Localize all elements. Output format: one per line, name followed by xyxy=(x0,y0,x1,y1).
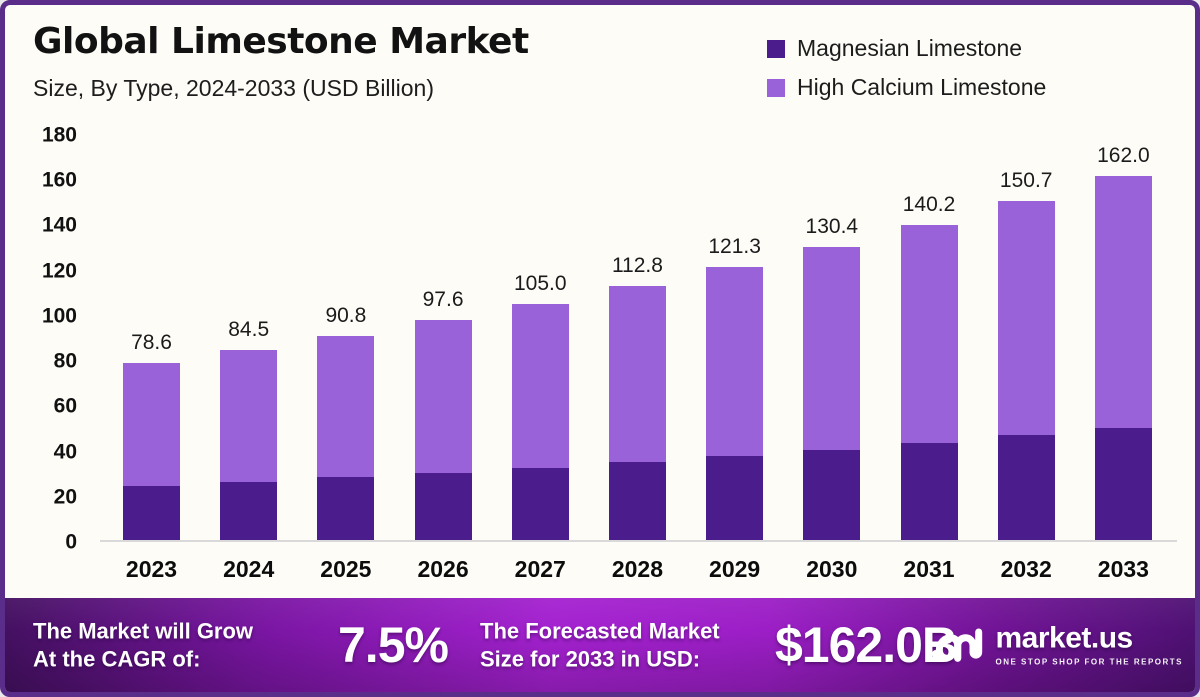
bar-total-label: 97.6 xyxy=(422,288,464,312)
bar-segment-magnesian-limestone xyxy=(900,442,958,540)
bar-segment-high-calcium-limestone xyxy=(1094,175,1152,428)
bar-group: 162.0 2033 xyxy=(1094,135,1152,582)
legend-swatch-icon xyxy=(767,78,785,97)
bar-group: 140.2 2031 xyxy=(900,135,958,582)
marketus-logo: market.us ONE STOP SHOP FOR THE REPORTS xyxy=(931,621,1183,670)
x-axis-category-label: 2031 xyxy=(903,556,955,582)
bar-segment-high-calcium-limestone xyxy=(220,349,278,482)
x-axis-category-label: 2027 xyxy=(514,556,566,582)
bar-group: 97.6 2026 xyxy=(414,135,472,582)
y-axis-tick-label: 120 xyxy=(41,259,77,283)
bar-total-label: 150.7 xyxy=(999,168,1053,192)
x-axis-category-label: 2025 xyxy=(320,556,372,582)
marketus-logo-icon xyxy=(931,621,987,670)
cagr-label-line1: The Market will Grow xyxy=(33,618,254,644)
footer-banner: The Market will Grow At the CAGR of: 7.5… xyxy=(5,598,1195,692)
forecast-label: The Forecasted Market Size for 2033 in U… xyxy=(480,618,720,673)
y-axis-tick-label: 20 xyxy=(53,485,77,509)
bar-group: 90.8 2025 xyxy=(317,135,375,582)
bar-segment-magnesian-limestone xyxy=(997,435,1055,540)
y-axis-tick-label: 40 xyxy=(53,440,77,464)
bar-total-label: 90.8 xyxy=(325,303,367,327)
bar-total-label: 140.2 xyxy=(902,192,956,216)
y-axis-tick-label: 60 xyxy=(53,394,77,418)
bar-total-label: 162.0 xyxy=(1097,143,1150,167)
legend: Magnesian Limestone High Calcium Limeston… xyxy=(767,35,1046,101)
plot-area: 78.6 2023 84.5 2024 90.8 2025 97.6 2026 105.0 202… xyxy=(100,135,1177,582)
bar-total-label: 121.3 xyxy=(708,235,761,259)
x-axis-category-label: 2024 xyxy=(223,556,275,582)
x-axis-category-label: 2028 xyxy=(611,556,664,582)
bar-segment-high-calcium-limestone xyxy=(608,286,666,463)
cagr-label-line2: At the CAGR of: xyxy=(33,646,201,671)
bar-segment-high-calcium-limestone xyxy=(900,224,958,443)
y-axis-tick-label: 160 xyxy=(41,168,77,192)
bar-segment-magnesian-limestone xyxy=(414,472,472,540)
x-axis-category-label: 2033 xyxy=(1097,556,1149,582)
bar-segment-magnesian-limestone xyxy=(608,462,666,540)
y-axis-tick-label: 180 xyxy=(41,123,77,147)
x-axis-category-label: 2032 xyxy=(1000,556,1052,582)
marketus-logo-text: market.us xyxy=(995,621,1133,655)
legend-item-label: Magnesian Limestone xyxy=(797,35,1023,61)
forecast-label-line1: The Forecasted Market xyxy=(480,618,720,644)
y-axis: 0 20 40 60 80 100 120 140 160 180 xyxy=(5,125,77,553)
bar-total-label: 84.5 xyxy=(228,317,270,341)
bar-total-label: 130.4 xyxy=(805,214,859,238)
bar-segment-magnesian-limestone xyxy=(317,477,375,540)
bar-group: 130.4 2030 xyxy=(803,135,861,582)
forecast-value: $162.0B xyxy=(775,617,958,673)
x-axis-category-label: 2030 xyxy=(806,556,858,582)
bar-segment-magnesian-limestone xyxy=(706,456,764,540)
bar-group: 84.5 2024 xyxy=(220,135,278,582)
x-axis-category-label: 2029 xyxy=(709,556,761,582)
y-axis-tick-label: 0 xyxy=(65,530,77,554)
bar-segment-magnesian-limestone xyxy=(803,450,861,540)
legend-item-2: High Calcium Limestone xyxy=(767,74,1046,101)
bar-segment-magnesian-limestone xyxy=(220,481,278,540)
legend-swatch-icon xyxy=(767,39,785,58)
bar-group: 121.3 2029 xyxy=(706,135,764,582)
y-axis-tick-label: 140 xyxy=(41,213,77,237)
bar-segment-high-calcium-limestone xyxy=(317,335,375,478)
legend-item-1: Magnesian Limestone xyxy=(767,35,1046,62)
page-subtitle: Size, By Type, 2024-2033 (USD Billion) xyxy=(33,75,434,101)
forecast-label-line2: Size for 2033 in USD: xyxy=(480,646,701,671)
cagr-value: 7.5% xyxy=(338,617,449,673)
bar-segment-magnesian-limestone xyxy=(511,467,569,540)
bar-segment-high-calcium-limestone xyxy=(511,303,569,468)
bar-group: 112.8 2028 xyxy=(608,135,666,582)
marketus-logo-tagline: ONE STOP SHOP FOR THE REPORTS xyxy=(995,657,1183,667)
page-title: Global Limestone Market xyxy=(33,21,529,62)
bar-segment-high-calcium-limestone xyxy=(123,363,180,486)
legend-item-label: High Calcium Limestone xyxy=(797,74,1047,100)
y-axis-tick-label: 100 xyxy=(41,304,77,328)
bar-segment-magnesian-limestone xyxy=(123,486,180,540)
bar-group: 150.7 2032 xyxy=(997,135,1055,582)
bar-segment-high-calcium-limestone xyxy=(414,320,472,473)
cagr-label: The Market will Grow At the CAGR of: xyxy=(33,618,253,673)
bar-total-label: 112.8 xyxy=(611,254,663,278)
bar-total-label: 105.0 xyxy=(513,271,567,295)
bar-segment-high-calcium-limestone xyxy=(997,200,1055,436)
x-axis-category-label: 2026 xyxy=(417,556,469,582)
bar-total-label: 78.6 xyxy=(131,331,172,355)
bar-segment-magnesian-limestone xyxy=(1094,427,1152,540)
y-axis-tick-label: 80 xyxy=(53,349,77,373)
bar-segment-high-calcium-limestone xyxy=(803,246,861,450)
bar-group: 105.0 2027 xyxy=(511,135,569,582)
bar-segment-high-calcium-limestone xyxy=(706,267,764,457)
bar-group: 78.6 2023 xyxy=(123,135,180,582)
x-axis-category-label: 2023 xyxy=(125,556,178,582)
